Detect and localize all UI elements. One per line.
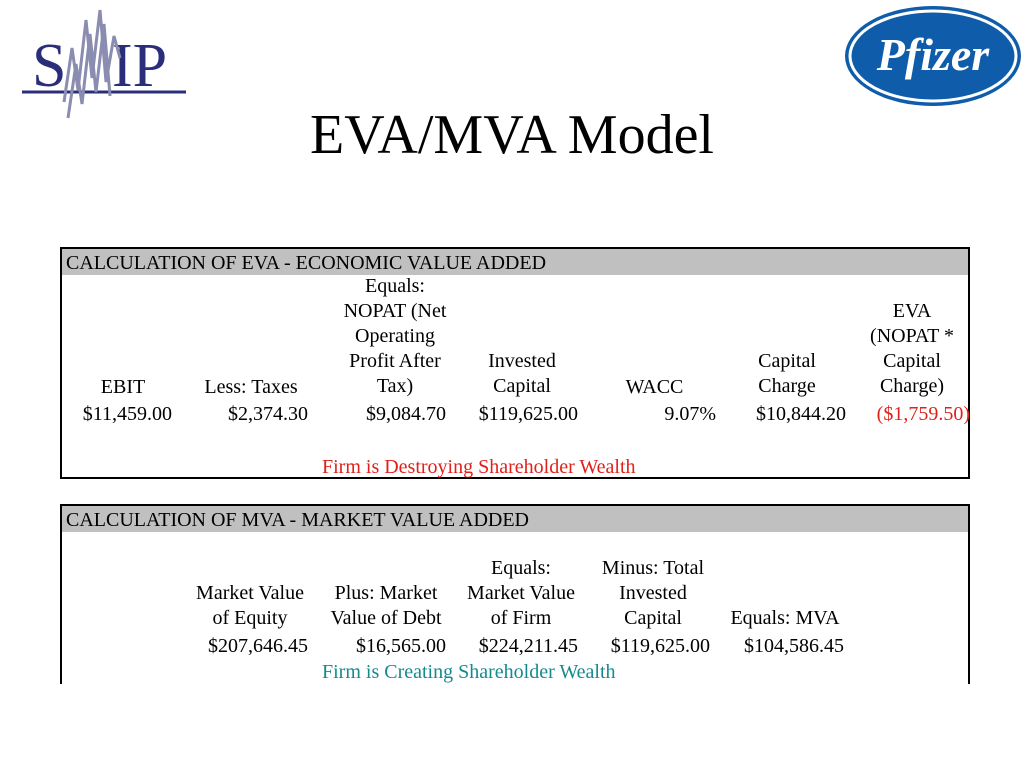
eva-col-taxes: Less: Taxes [204,376,298,398]
eva-table-header: CALCULATION OF EVA - ECONOMIC VALUE ADDE… [62,249,968,275]
mva-col-market-value-debt: Plus: Market Value of Debt [330,582,442,629]
mva-col-market-value-firm: Equals: Market Value of Firm [467,557,575,629]
mva-col-invested-capital: Minus: Total Invested Capital [601,557,705,629]
eva-value-ebit: $11,459.00 [82,403,172,425]
svg-text:Pfizer: Pfizer [876,29,991,80]
pfizer-logo: Pfizer [845,6,1021,106]
mva-value-mva: $104,586.45 [744,635,844,657]
eva-col-invested-capital: Invested Capital [488,350,556,397]
mva-calculation-table: CALCULATION OF MVA - MARKET VALUE ADDED … [60,504,970,684]
mva-value-firm: $224,211.45 [478,635,578,657]
svg-text:IP: IP [112,32,167,100]
eva-col-wacc: WACC [625,376,684,398]
eva-conclusion: Firm is Destroying Shareholder Wealth [322,456,636,478]
eva-col-nopat: Equals: NOPAT (Net Operating Profit Afte… [343,275,447,397]
eva-calculation-table: CALCULATION OF EVA - ECONOMIC VALUE ADDE… [60,247,970,479]
slide-title: EVA/MVA Model [309,104,714,166]
eva-col-eva: EVA (NOPAT * Capital Charge) [870,300,954,397]
eva-value-taxes: $2,374.30 [228,403,308,425]
eva-value-wacc: 9.07% [664,403,716,425]
smip-logo: S IP [22,9,186,119]
eva-value-eva: ($1,759.50) [876,403,970,425]
mva-value-invested-capital: $119,625.00 [610,635,710,657]
eva-value-invested-capital: $119,625.00 [478,403,578,425]
mva-col-market-value-equity: Market Value of Equity [196,582,304,629]
svg-text:S: S [32,32,66,100]
eva-col-capital-charge: Capital Charge [758,350,816,397]
eva-value-capital-charge: $10,844.20 [756,403,846,425]
mva-value-debt: $16,565.00 [356,635,446,657]
mva-value-equity: $207,646.45 [208,635,308,657]
mva-conclusion: Firm is Creating Shareholder Wealth [322,661,616,683]
mva-col-mva: Equals: MVA [730,607,840,629]
eva-value-nopat: $9,084.70 [366,403,446,425]
mva-table-header: CALCULATION OF MVA - MARKET VALUE ADDED [62,506,968,532]
eva-col-ebit: EBIT [100,376,146,398]
